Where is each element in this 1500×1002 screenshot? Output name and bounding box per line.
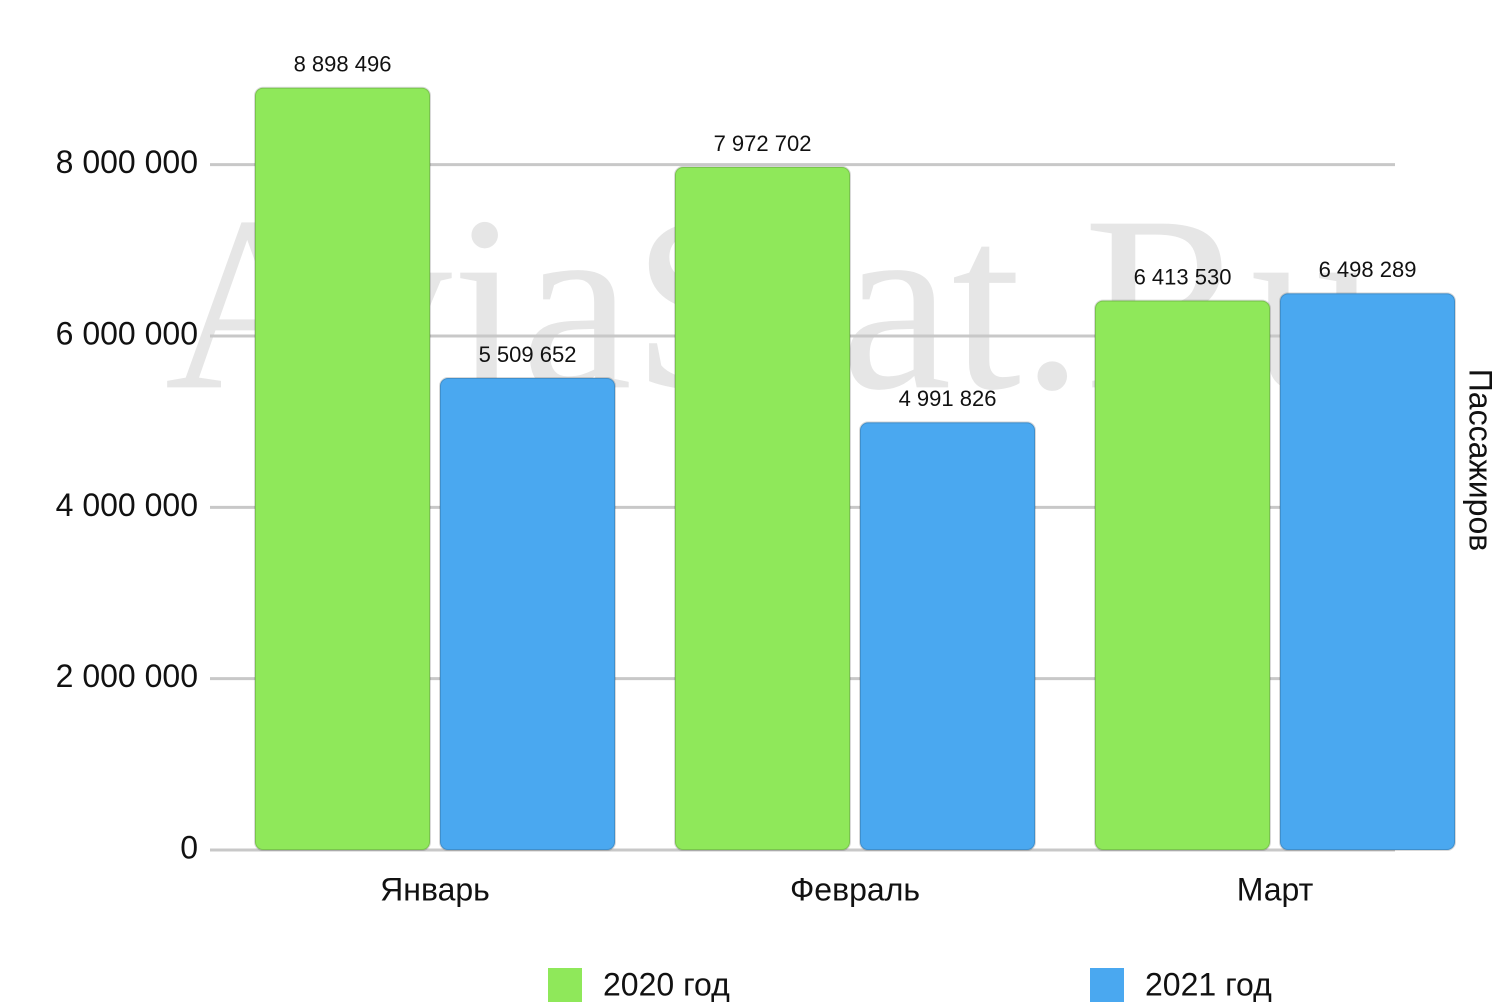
value-label: 8 898 496	[294, 52, 392, 77]
legend-swatch	[548, 968, 582, 1002]
value-label: 6 498 289	[1319, 257, 1417, 282]
y-tick-label: 8 000 000	[56, 144, 198, 180]
y-tick-label: 4 000 000	[56, 487, 198, 523]
legend-label: 2021 год	[1145, 966, 1272, 1002]
x-tick-label: Январь	[380, 871, 490, 907]
bar	[859, 421, 1036, 851]
y-tick-label: 2 000 000	[56, 658, 198, 694]
x-tick-label: Март	[1237, 871, 1314, 907]
y-axis-label: Пассажиров	[1463, 369, 1499, 551]
y-tick-label: 0	[180, 829, 198, 865]
bar	[1094, 299, 1271, 851]
bar	[254, 86, 431, 852]
value-label: 4 991 826	[899, 386, 997, 411]
value-label: 5 509 652	[479, 342, 577, 367]
y-tick-label: 6 000 000	[56, 315, 198, 351]
bar	[1279, 292, 1456, 851]
value-label: 6 413 530	[1134, 264, 1232, 289]
x-tick-label: Февраль	[790, 871, 920, 907]
legend-swatch	[1090, 968, 1124, 1002]
bar	[439, 377, 616, 851]
legend-label: 2020 год	[603, 966, 730, 1002]
bar	[674, 166, 851, 851]
value-label: 7 972 702	[714, 131, 812, 156]
